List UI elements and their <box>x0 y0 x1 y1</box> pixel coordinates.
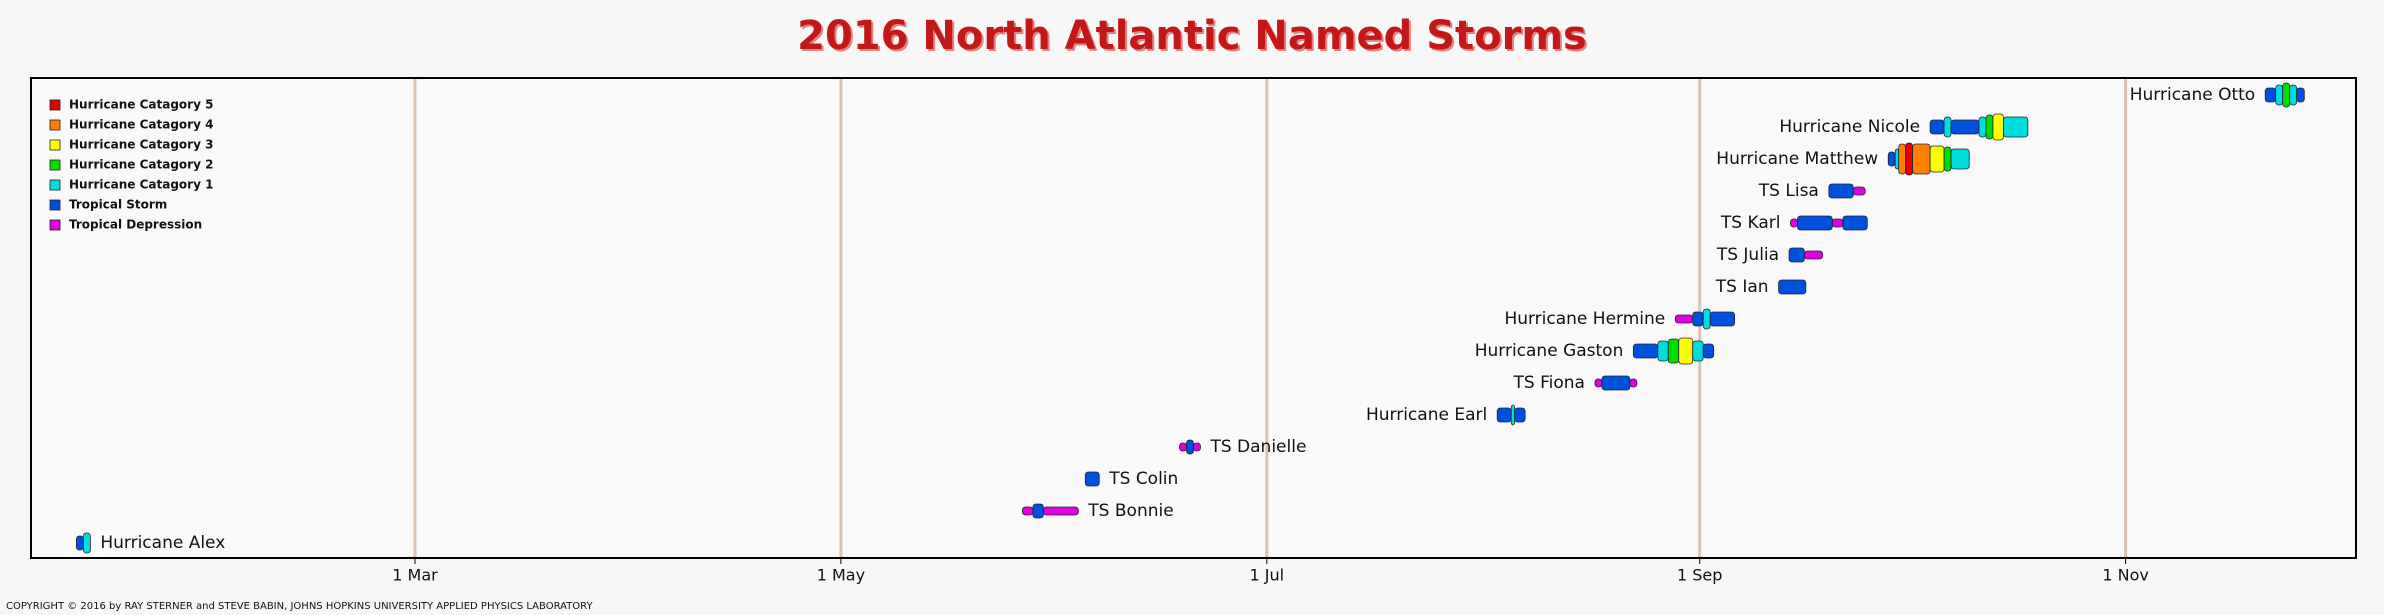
legend-label: Tropical Storm <box>69 198 167 212</box>
legend-swatch <box>49 199 61 211</box>
storm-segment <box>1943 146 1952 172</box>
storm-segment <box>1496 407 1512 423</box>
x-tick-label: 1 Nov <box>2102 566 2149 585</box>
storm-segment <box>1186 439 1194 455</box>
storm-segment <box>1797 215 1833 231</box>
storm-segment <box>1632 343 1659 359</box>
storm-label: TS Colin <box>1108 469 1178 489</box>
storm-label: TS Ian <box>1715 277 1769 297</box>
x-tick-label: 1 Sep <box>1677 566 1722 585</box>
storm-label: Hurricane Otto <box>2130 85 2255 105</box>
plot-area <box>31 78 2356 558</box>
legend-label: Hurricane Catagory 3 <box>69 138 213 152</box>
storm-label: TS Karl <box>1720 213 1781 233</box>
storm-label: TS Lisa <box>1758 181 1819 201</box>
storm-segment <box>1905 142 1914 176</box>
title-shadow: 2016 North Atlantic Named Storms <box>799 15 1589 61</box>
plot-frame <box>30 77 2357 559</box>
legend-label: Tropical Depression <box>69 218 202 232</box>
storm-segment <box>1692 311 1704 327</box>
storm-segment <box>1193 442 1201 452</box>
storm-label: TS Bonnie <box>1087 501 1173 521</box>
storm-label: Hurricane Hermine <box>1504 309 1665 329</box>
storm-segment <box>1828 183 1854 199</box>
storm-segment <box>1042 506 1079 516</box>
storm-label: Hurricane Alex <box>100 533 225 553</box>
storm-segment <box>2275 84 2284 106</box>
storm-segment <box>1929 145 1945 173</box>
legend-label: Hurricane Catagory 1 <box>69 178 213 192</box>
storm-segment <box>1778 279 1807 295</box>
storm-segment <box>1929 119 1945 135</box>
storm-segment <box>1702 308 1711 330</box>
storm-segment <box>1978 116 1987 138</box>
x-tick-label: 1 Jul <box>1250 566 1285 585</box>
x-tick-label: 1 May <box>817 566 865 585</box>
storm-label: TS Danielle <box>1209 437 1306 457</box>
storm-segment <box>1702 343 1715 359</box>
storm-segment <box>1657 340 1669 362</box>
footer: COPYRIGHT © 2016 by RAY STERNER and STEV… <box>6 601 593 612</box>
storm-segment <box>1032 503 1044 519</box>
storm-segment <box>1084 471 1100 487</box>
storm-segment <box>1514 407 1526 423</box>
storm-segment <box>1912 143 1931 175</box>
legend-swatch <box>49 99 61 111</box>
storm-segment <box>1674 314 1694 324</box>
storm-segment <box>2003 116 2029 138</box>
storm-segment <box>2282 82 2291 108</box>
storm-segment <box>1950 148 1970 170</box>
storm-segment <box>1831 218 1844 228</box>
storm-label: Hurricane Gaston <box>1475 341 1624 361</box>
storm-label: Hurricane Earl <box>1366 405 1487 425</box>
storm-segment <box>1852 186 1866 196</box>
storm-segment <box>1594 378 1603 388</box>
storm-segment <box>1992 113 2004 141</box>
storm-segment <box>1985 114 1994 140</box>
storm-label: Hurricane Nicole <box>1779 117 1920 137</box>
legend-swatch <box>49 179 61 191</box>
legend-swatch <box>49 219 61 231</box>
storm-segment <box>2289 84 2298 106</box>
storm-segment <box>1709 311 1736 327</box>
storm-segment <box>1894 148 1900 170</box>
legend-swatch <box>49 119 61 131</box>
storm-segment <box>1629 378 1638 388</box>
storm-label: TS Julia <box>1716 245 1779 265</box>
storm-segment <box>1943 116 1952 138</box>
storm-segment <box>1804 250 1823 260</box>
storm-label: Hurricane Matthew <box>1716 149 1878 169</box>
chart-title: 2016 North Atlantic Named Storms <box>797 13 1587 59</box>
storm-segment <box>1887 151 1896 167</box>
storm-segment <box>75 535 84 551</box>
storm-segment <box>1179 442 1187 452</box>
storm-segment <box>1022 506 1034 516</box>
storm-segment <box>82 532 91 554</box>
legend-swatch <box>49 159 61 171</box>
plot: 1 Mar 1 May 1 Jul 1 Sep 1 Nov Hurricane Alex T… <box>30 77 2357 585</box>
storm-segment <box>1788 247 1805 263</box>
legend-label: Hurricane Catagory 2 <box>69 158 213 172</box>
storm-segment <box>1842 215 1868 231</box>
legend-label: Hurricane Catagory 4 <box>69 118 213 132</box>
storm-segment <box>1692 340 1704 362</box>
storm-segment <box>2264 87 2277 103</box>
storm-segment <box>1950 119 1980 135</box>
storm-segment <box>1898 143 1907 175</box>
storm-segment <box>1790 218 1798 228</box>
storm-segment <box>1601 375 1631 391</box>
x-tick-label: 1 Mar <box>392 566 438 585</box>
storm-label: TS Fiona <box>1513 373 1585 393</box>
storm-segment <box>1667 338 1680 364</box>
storm-segment <box>1510 404 1516 426</box>
legend-label: Hurricane Catagory 5 <box>69 98 213 112</box>
storm-segment <box>2296 87 2305 103</box>
legend-swatch <box>49 139 61 151</box>
storm-segment <box>1678 337 1694 365</box>
